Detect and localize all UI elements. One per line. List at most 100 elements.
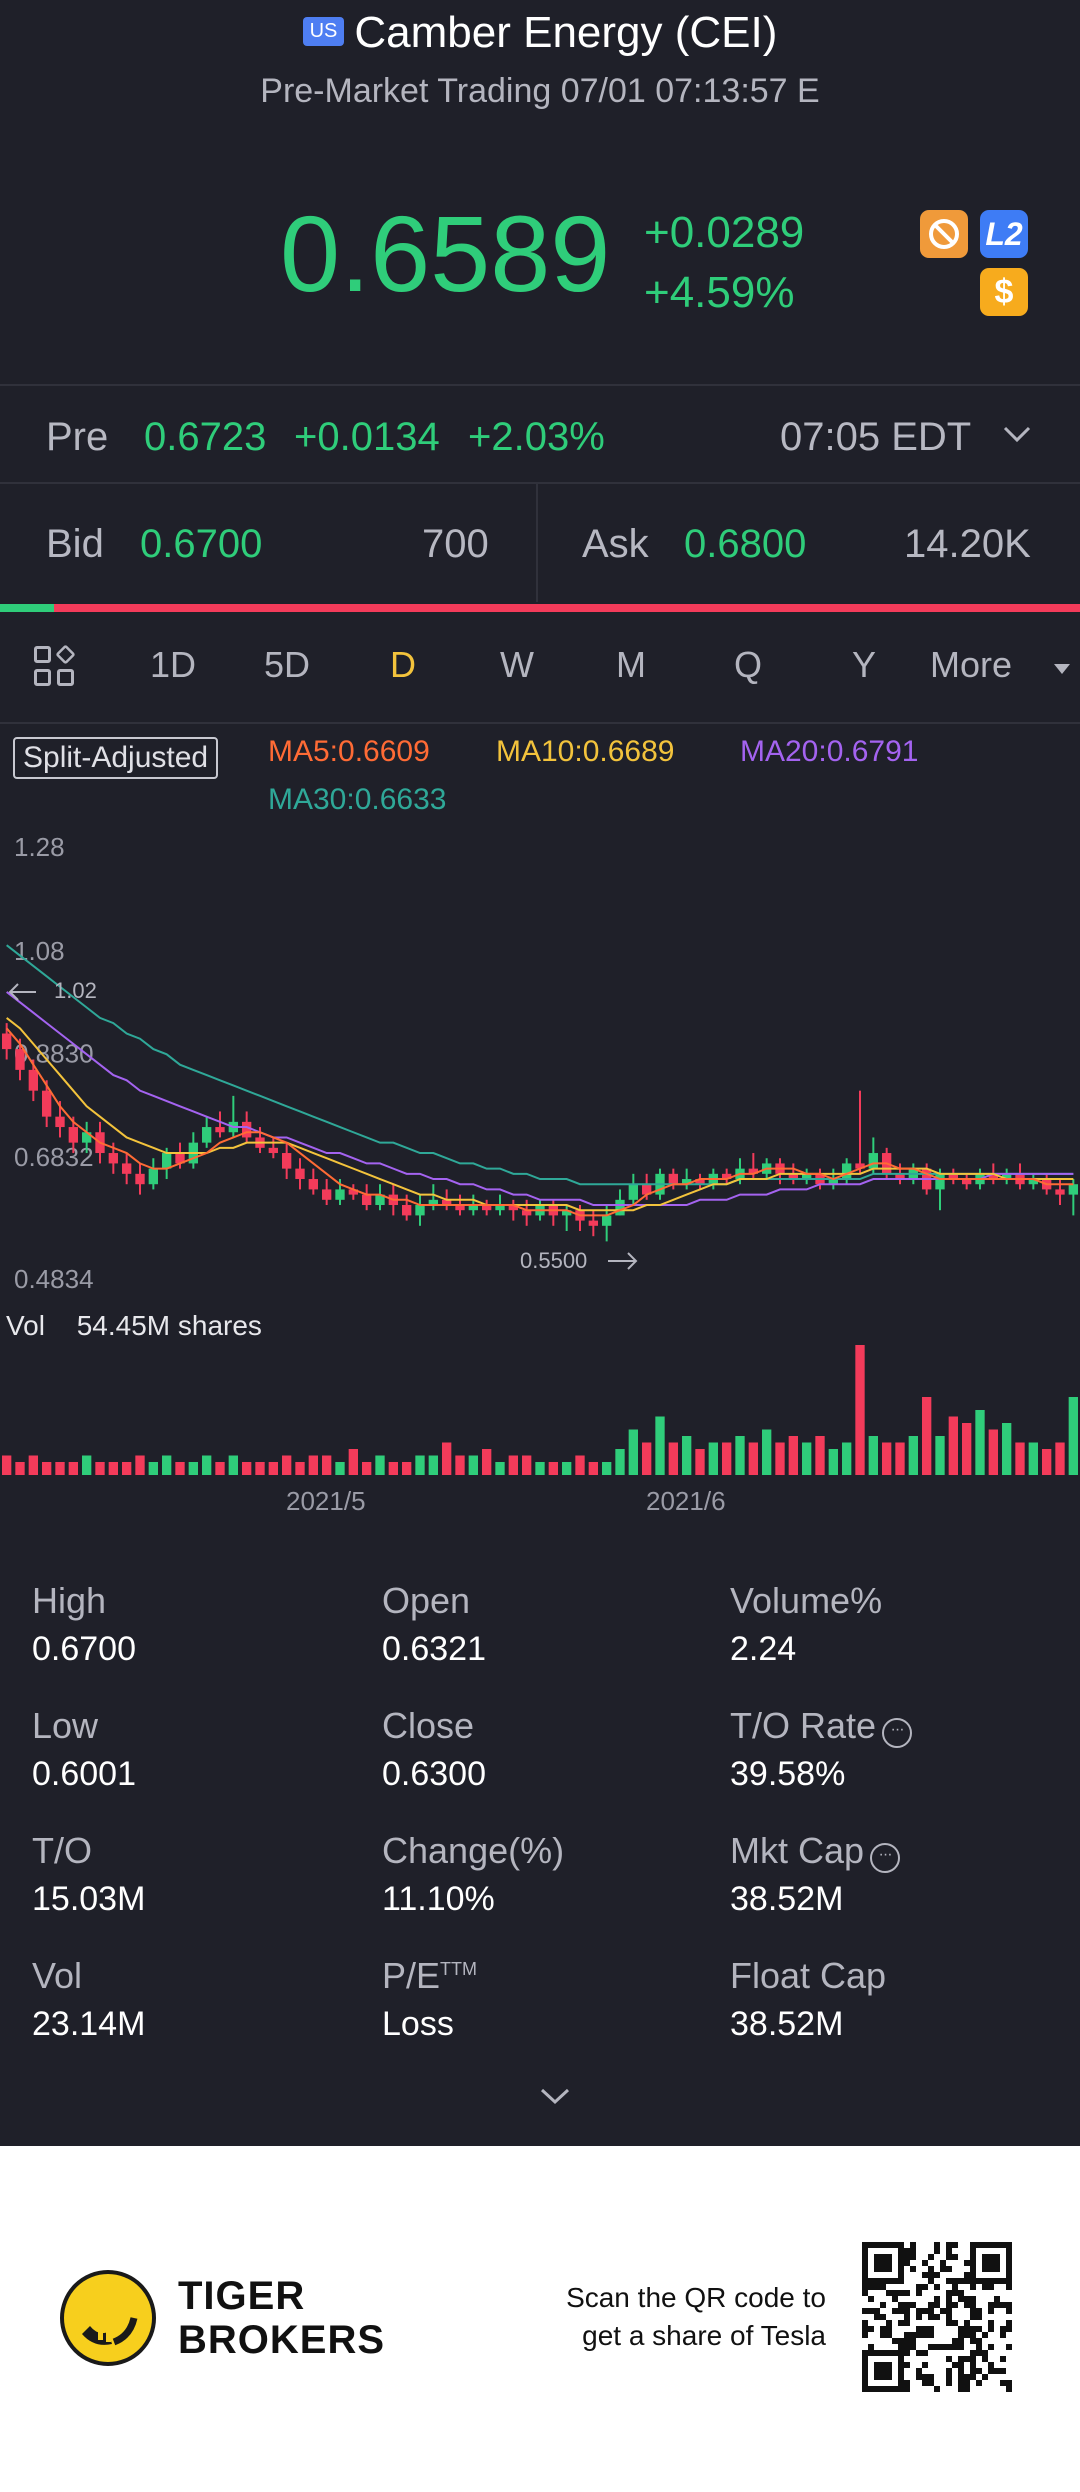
candle-body (482, 1205, 492, 1211)
volume-bar (135, 1455, 145, 1475)
chevron-down-icon[interactable] (1000, 422, 1034, 446)
bid-ask-row: Bid 0.6700 700 Ask 0.6800 14.20K (0, 500, 1080, 600)
volume-bar (2, 1455, 12, 1475)
volume-bar (908, 1436, 918, 1475)
more-info-icon[interactable]: ··· (882, 1718, 913, 1748)
y-tick-label: 0.6832 (14, 1142, 94, 1172)
stat-label-p-e: P/ETTM (382, 1955, 477, 1997)
volume-bar (402, 1462, 412, 1475)
volume-bar (1055, 1442, 1065, 1475)
caret-down-icon[interactable] (1052, 662, 1072, 676)
volume-bar (348, 1449, 358, 1475)
candle-body (508, 1205, 518, 1211)
level2-icon[interactable]: L2 (980, 210, 1028, 258)
ma20-label: MA20:0.6791 (740, 735, 919, 768)
tab-1d[interactable]: 1D (150, 644, 197, 685)
pre-market-row[interactable]: Pre 0.6723 +0.0134 +2.03% 07:05 EDT (0, 400, 1080, 480)
volume-bar (148, 1462, 158, 1475)
dollar-icon[interactable]: $ (980, 268, 1028, 316)
divider (0, 482, 1080, 484)
tab-y[interactable]: Y (852, 644, 877, 685)
candle-body (1068, 1184, 1078, 1195)
volume-bar (748, 1442, 758, 1475)
tab-w[interactable]: W (500, 644, 534, 685)
candle-body (628, 1184, 638, 1200)
stock-title: US Camber Energy (CEI) (0, 8, 1080, 58)
no-sign-icon[interactable] (920, 210, 968, 258)
volume-bar (415, 1455, 425, 1475)
more-info-icon[interactable]: ··· (870, 1843, 901, 1873)
ma5-label: MA5:0.6609 (268, 735, 430, 768)
y-tick-label: 0.4834 (14, 1264, 94, 1294)
volume-bar (988, 1429, 998, 1475)
ma10-line (6, 1017, 1074, 1212)
x-axis-label: 2021/5 (286, 1486, 366, 1516)
volume-bar (962, 1423, 972, 1475)
candle-body (828, 1179, 838, 1185)
candle-body (162, 1153, 172, 1169)
pre-label: Pre (46, 415, 109, 459)
bid-size: 700 (422, 522, 489, 566)
stat-value-close: 0.6300 (382, 1755, 486, 1793)
split-adjusted-badge[interactable]: Split-Adjusted (13, 737, 219, 779)
candle-body (495, 1205, 505, 1211)
candle-body (668, 1173, 678, 1185)
volume-bar (935, 1436, 945, 1475)
stat-label-text: Close (382, 1705, 475, 1746)
volume-bar (95, 1462, 105, 1475)
min-price-marker: 0.5500 (520, 1248, 587, 1273)
volume-bar (668, 1442, 678, 1475)
ma30-label: MA30:0.6633 (268, 783, 447, 816)
volume-bar (575, 1455, 585, 1475)
volume-bar (202, 1455, 212, 1475)
tab-m[interactable]: M (616, 644, 646, 685)
candle-body (122, 1163, 132, 1174)
stat-label-mkt-cap: Mkt Cap ··· (730, 1830, 901, 1873)
tab-d[interactable]: D (390, 644, 416, 685)
stat-value-volume-: 2.24 (730, 1630, 797, 1668)
pre-change-percent: +2.03% (468, 415, 605, 459)
volume-bar (108, 1462, 118, 1475)
brand-name-line1: TIGER (178, 2274, 306, 2318)
candle-body (55, 1116, 65, 1128)
grid-icon[interactable] (34, 644, 78, 690)
volume-bar (615, 1449, 625, 1475)
tab-q[interactable]: Q (734, 644, 763, 685)
candle-body (855, 1163, 865, 1169)
volume-bar (162, 1455, 172, 1475)
volume-bar (548, 1462, 558, 1475)
ask-label: Ask (582, 522, 649, 566)
volume-bar (28, 1455, 38, 1475)
stat-value-t-o: 15.03M (32, 1880, 146, 1918)
divider (0, 722, 1080, 724)
ma30-line (6, 944, 1074, 1186)
scan-text-line1: Scan the QR code to (566, 2282, 826, 2313)
volume-bar (628, 1429, 638, 1475)
quote-header: US Camber Energy (CEI) Pre-Market Trading… (0, 0, 1080, 385)
candle-body (268, 1147, 278, 1154)
stat-label-text: Low (32, 1705, 99, 1746)
volume-bar (175, 1462, 185, 1475)
volume-bar (322, 1455, 332, 1475)
candle-body (935, 1173, 945, 1190)
candle-body (402, 1205, 412, 1216)
stat-value-low: 0.6001 (32, 1755, 136, 1793)
volume-bar (882, 1442, 892, 1475)
candle-body (602, 1215, 612, 1226)
volume-bar (68, 1462, 78, 1475)
candle-body (335, 1189, 345, 1200)
stat-label-text: Open (382, 1580, 471, 1621)
candle-body (428, 1199, 438, 1206)
candle-body (948, 1173, 958, 1180)
volume-bar (55, 1462, 65, 1475)
tab-more[interactable]: More (930, 644, 1013, 685)
tab-5d[interactable]: 5D (264, 644, 311, 685)
volume-bar (895, 1442, 905, 1475)
volume-bar (42, 1462, 52, 1475)
volume-bar (868, 1436, 878, 1475)
price-chart[interactable]: 1.28 1.08 0.8830 0.6832 0.4834 1.02 0.5500 2021… (0, 830, 1080, 1530)
price-change-percent: +4.59% (644, 268, 795, 317)
expand-chevron-icon[interactable] (538, 2085, 572, 2107)
max-price-marker: 1.02 (54, 978, 97, 1003)
y-tick-label: 1.28 (14, 832, 65, 862)
